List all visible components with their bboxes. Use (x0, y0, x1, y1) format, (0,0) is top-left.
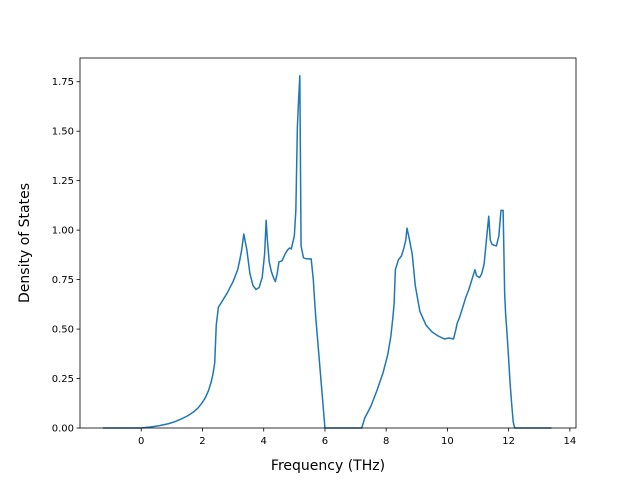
x-tick-label: 14 (564, 436, 577, 447)
y-tick-label: 1.50 (52, 127, 74, 138)
y-axis-label: Density of States (17, 183, 33, 303)
plot-frame (79, 57, 577, 429)
plot-background (80, 58, 576, 428)
x-tick-label: 2 (199, 436, 205, 447)
y-tick-label: 0.50 (52, 325, 74, 336)
x-tick-label: 6 (322, 436, 328, 447)
x-tick-label: 8 (383, 436, 389, 447)
y-tick-label: 0.75 (52, 275, 74, 286)
x-tick-label: 10 (441, 436, 454, 447)
y-tick-label: 0.25 (52, 374, 74, 385)
x-tick-label: 4 (261, 436, 267, 447)
y-tick-label: 1.00 (52, 226, 74, 237)
x-tick-label: 12 (502, 436, 515, 447)
y-tick-label: 1.25 (52, 176, 74, 187)
x-tick-label: 0 (138, 436, 144, 447)
y-tick-label: 0.00 (52, 424, 74, 435)
x-axis-label: Frequency (THz) (271, 458, 385, 474)
y-tick-label: 1.75 (52, 77, 74, 88)
x-axis-ticks: 0 2 4 6 8 10 12 14 (138, 428, 576, 447)
y-axis-ticks: 0.00 0.25 0.50 0.75 1.00 1.25 1.50 1.75 (52, 77, 80, 435)
